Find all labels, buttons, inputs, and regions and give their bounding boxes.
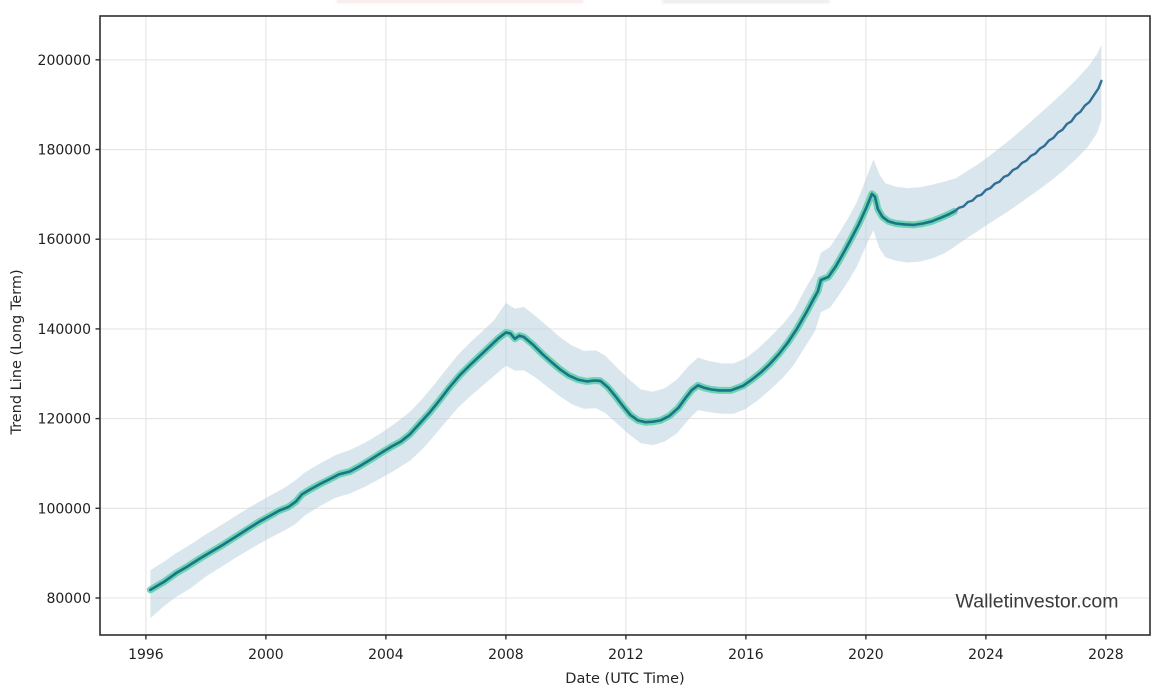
clipped-legend-remnant [662, 0, 830, 3]
y-tick-label: 160000 [38, 232, 91, 248]
historical-line [149, 192, 956, 592]
x-tick-label: 2008 [488, 647, 524, 663]
y-tick-label: 200000 [38, 53, 91, 69]
x-tick-label: 2012 [608, 647, 644, 663]
x-tick-label: 2024 [968, 647, 1004, 663]
y-tick-label: 180000 [38, 143, 91, 159]
x-tick-label: 2020 [848, 647, 884, 663]
x-tick-label: 2000 [248, 647, 284, 663]
y-tick-label: 140000 [38, 322, 91, 338]
y-axis-title: Trend Line (Long Term) [9, 269, 25, 435]
y-tick-label: 80000 [46, 591, 91, 607]
x-tick-label: 1996 [128, 647, 164, 663]
x-tick-label: 2028 [1088, 647, 1124, 663]
x-tick-label: 2004 [368, 647, 404, 663]
y-tick-label: 100000 [38, 501, 91, 517]
clipped-legend-remnant [336, 0, 584, 3]
watermark: Walletinvestor.com [955, 590, 1119, 613]
plot-border [99, 15, 1151, 636]
x-tick-label: 2016 [728, 647, 764, 663]
y-tick-label: 120000 [38, 412, 91, 428]
forecast-line [953, 79, 1103, 213]
x-axis-title: Date (UTC Time) [565, 671, 685, 687]
confidence-band [150, 45, 1102, 619]
